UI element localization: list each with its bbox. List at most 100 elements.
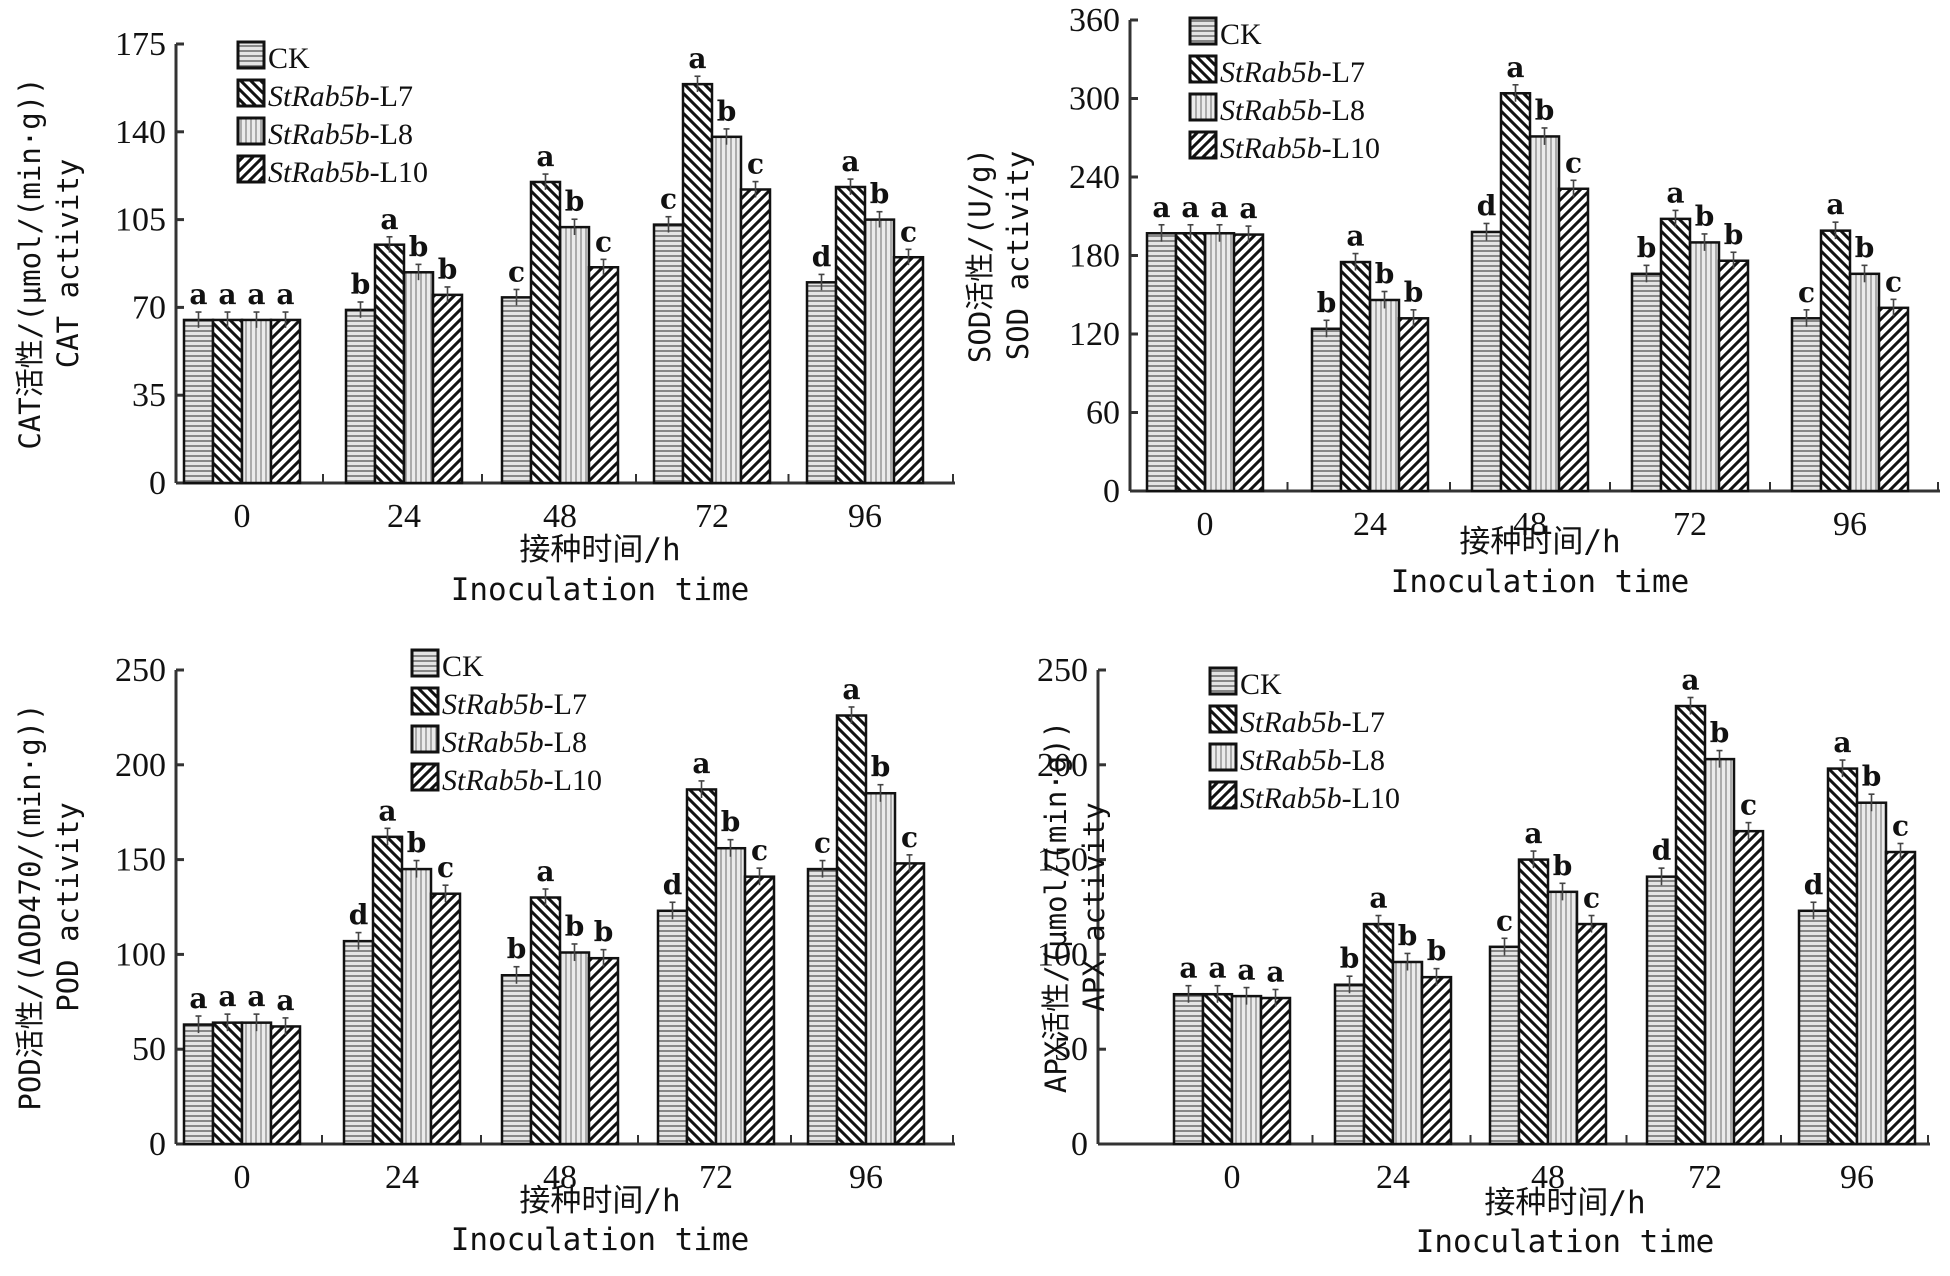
bar-strab5b-l10	[1420, 975, 1453, 1146]
x-tick-label: 72	[699, 1159, 733, 1196]
significance-letter: b	[1862, 760, 1882, 793]
significance-letter: c	[508, 255, 525, 288]
significance-letter: c	[437, 851, 454, 884]
x-axis-title-en: Inoculation time	[1416, 1224, 1715, 1260]
y-axis-title-cn: CAT活性/(μmol/(min·g))	[13, 77, 47, 449]
bar-ck	[806, 867, 839, 1146]
significance-letter: c	[660, 183, 677, 216]
bar-strab5b-l10	[1575, 922, 1608, 1146]
bar-strab5b-l7	[1819, 229, 1852, 493]
significance-letter: a	[841, 145, 859, 178]
significance-letter: b	[351, 268, 371, 301]
significance-letter: c	[1798, 276, 1815, 309]
y-tick-label: 50	[1054, 1031, 1088, 1068]
legend-label: StRab5b-L10	[1240, 782, 1400, 815]
significance-letter: a	[1266, 955, 1284, 988]
y-tick-label: 150	[1037, 842, 1088, 879]
y-tick-label: 150	[115, 842, 166, 879]
significance-letter: a	[1346, 220, 1364, 253]
bar-strab5b-l10	[892, 255, 925, 485]
significance-letter: a	[1181, 191, 1199, 224]
significance-letter: a	[1666, 176, 1684, 209]
legend-swatch-strab5b-l7	[410, 686, 440, 716]
significance-letter: c	[1740, 789, 1757, 822]
legend-label: StRab5b-L7	[1240, 706, 1385, 739]
significance-letter: a	[380, 203, 398, 236]
significance-letter: b	[407, 827, 427, 860]
bar-strab5b-l10	[1717, 259, 1750, 493]
bar-strab5b-l8	[1203, 232, 1236, 493]
bar-strab5b-l7	[1499, 92, 1532, 493]
y-tick-label: 0	[1071, 1126, 1088, 1163]
y-axis-title-en: SOD activity	[1001, 151, 1035, 361]
legend-swatch-strab5b-l10	[1188, 130, 1218, 160]
significance-letter: a	[1237, 954, 1255, 987]
significance-letter: a	[536, 855, 554, 888]
legend-label: StRab5b-L7	[268, 80, 413, 113]
legend-label: StRab5b-L8	[442, 726, 587, 759]
bar-strab5b-l10	[587, 956, 620, 1146]
legend-label: StRab5b-L10	[268, 156, 428, 189]
bar-ck	[344, 308, 377, 485]
bar-strab5b-l7	[1674, 704, 1707, 1146]
legend-label: StRab5b-L8	[1240, 744, 1385, 777]
significance-letter: a	[276, 984, 294, 1017]
bar-strab5b-l8	[1528, 135, 1561, 493]
significance-letter: c	[900, 215, 917, 248]
y-tick-label: 300	[1069, 81, 1120, 118]
legend-label-suffix: -L10	[1322, 132, 1380, 165]
significance-letter: c	[1885, 265, 1902, 298]
y-tick-label: 250	[1037, 652, 1088, 689]
y-tick-label: 100	[1037, 936, 1088, 973]
significance-letter: a	[1208, 952, 1226, 985]
y-tick-label: 0	[149, 1126, 166, 1163]
x-tick-label: 72	[1673, 506, 1707, 543]
bar-ck	[1630, 272, 1663, 493]
bar-strab5b-l8	[1848, 272, 1881, 493]
bar-ck	[1790, 317, 1823, 493]
legend-label-italic: StRab5b	[268, 80, 370, 113]
y-tick-label: 140	[115, 114, 166, 151]
x-axis-title-cn: 接种时间/h	[1459, 524, 1620, 560]
bar-ck	[805, 281, 838, 485]
x-axis-title-cn: 接种时间/h	[519, 1183, 680, 1219]
legend-label-suffix: -L8	[1322, 94, 1365, 127]
significance-letter: a	[276, 278, 294, 311]
legend-label: StRab5b-L10	[1220, 132, 1380, 165]
x-tick-label: 24	[387, 498, 421, 535]
legend-swatch-strab5b-l8	[236, 116, 266, 146]
bar-strab5b-l10	[431, 293, 464, 485]
legend-label: StRab5b-L8	[1220, 94, 1365, 127]
x-tick-label: 72	[695, 498, 729, 535]
bar-ck	[1797, 909, 1830, 1146]
x-axis-title-en: Inoculation time	[451, 1222, 750, 1258]
significance-letter: c	[747, 148, 764, 181]
significance-letter: a	[218, 980, 236, 1013]
y-tick-label: 60	[1086, 395, 1120, 432]
y-axis-title-en: POD activity	[51, 802, 85, 1012]
significance-letter: a	[189, 278, 207, 311]
significance-letter: d	[812, 240, 832, 273]
x-axis-title-cn: 接种时间/h	[1484, 1185, 1645, 1221]
significance-letter: a	[1239, 192, 1257, 225]
x-tick-label: 0	[234, 498, 251, 535]
y-tick-label: 35	[132, 377, 166, 414]
bar-ck	[182, 318, 215, 485]
legend-swatch-strab5b-l7	[1188, 54, 1218, 84]
bar-strab5b-l10	[1557, 187, 1590, 493]
y-tick-label: 200	[1037, 747, 1088, 784]
legend-label-suffix: -L7	[1342, 706, 1385, 739]
x-axis-title-en: Inoculation time	[451, 572, 750, 608]
legend-swatch-ck	[1188, 16, 1218, 46]
y-tick-label: 120	[1069, 316, 1120, 353]
legend-label-suffix: -L8	[544, 726, 587, 759]
bar-strab5b-l7	[834, 185, 867, 485]
significance-letter: b	[1317, 286, 1337, 319]
bar-ck	[652, 223, 685, 485]
bar-strab5b-l10	[1232, 233, 1265, 493]
significance-letter: a	[378, 794, 396, 827]
legend-label-suffix: -L7	[544, 688, 587, 721]
significance-letter: b	[717, 95, 737, 128]
